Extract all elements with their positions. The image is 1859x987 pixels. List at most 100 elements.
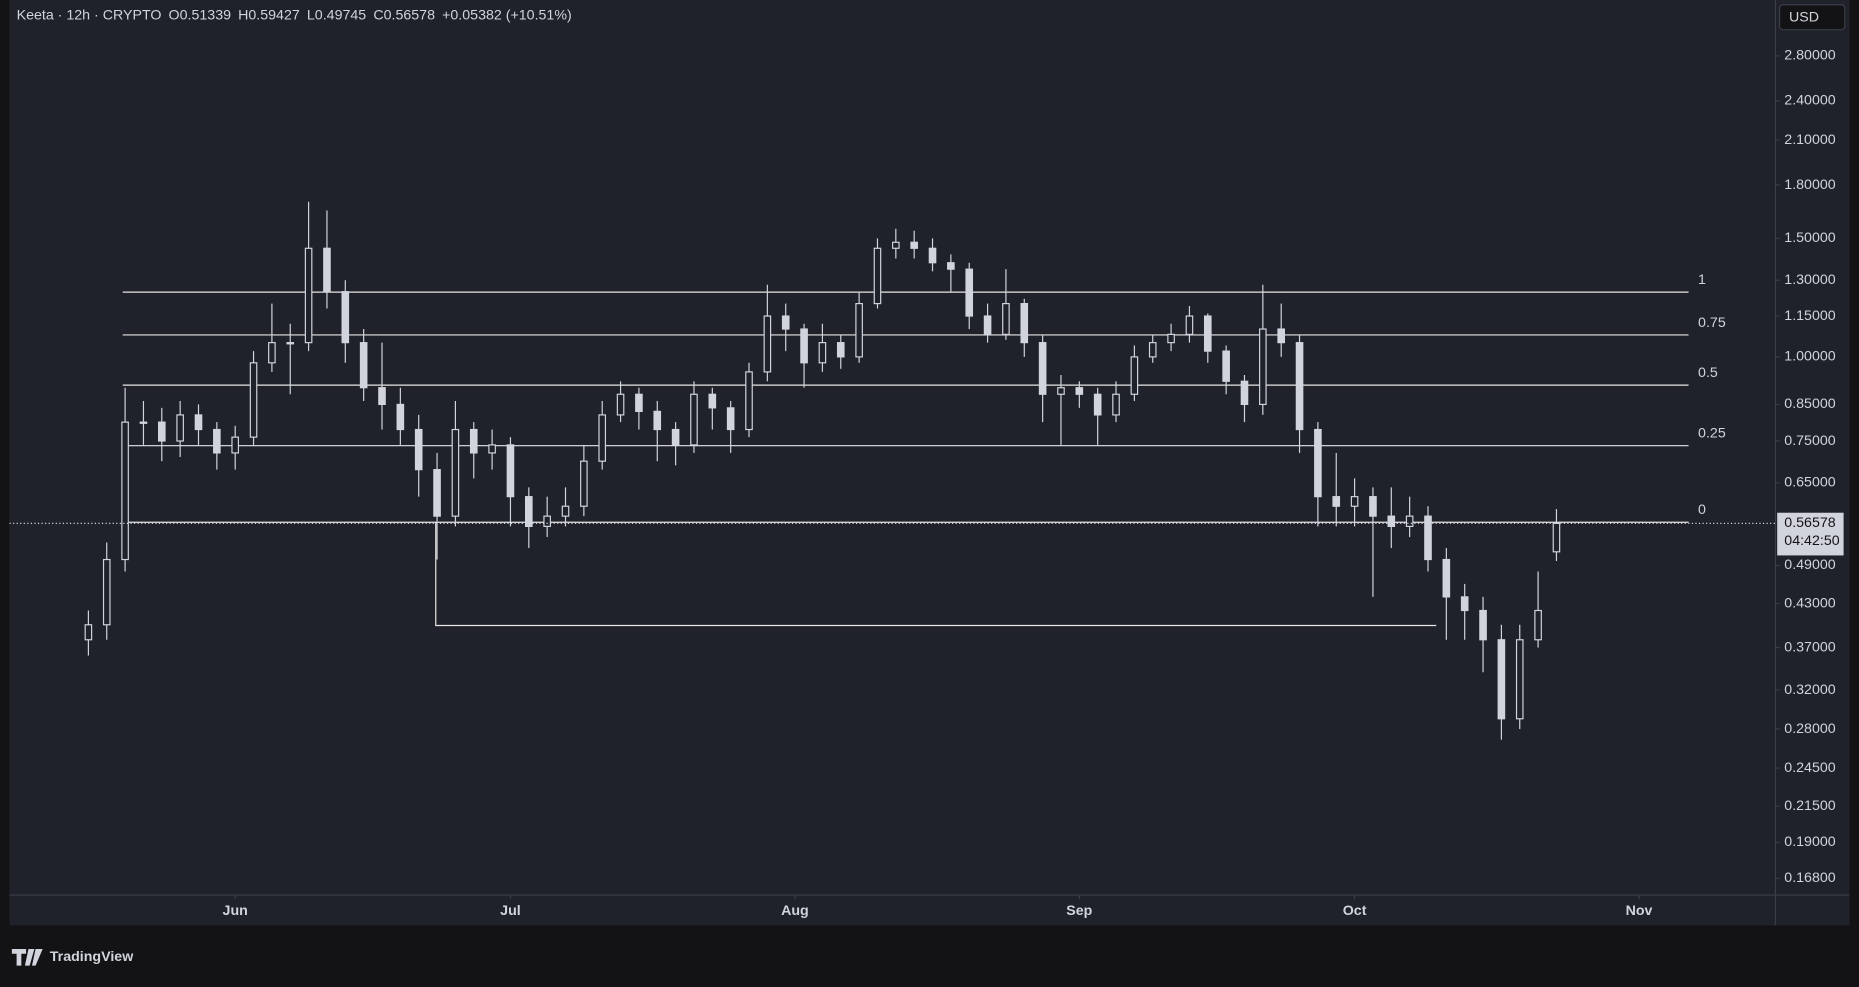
- candle-body: [121, 421, 129, 561]
- ohlc-value: 0.51339: [180, 7, 231, 23]
- candle-body: [561, 505, 570, 517]
- candle-body: [268, 342, 276, 364]
- ohlc-label: O: [169, 7, 180, 23]
- ohlc-label: L: [307, 7, 315, 23]
- y-tick-label: 0.32000: [1784, 682, 1835, 698]
- candle-body: [983, 315, 992, 335]
- candle-body: [1167, 333, 1175, 344]
- candle-body: [708, 393, 717, 409]
- candle-body: [1387, 515, 1396, 527]
- candle-body: [451, 428, 460, 517]
- candle-body: [818, 342, 827, 364]
- candle-body: [781, 315, 790, 330]
- x-tick-label: Jul: [500, 903, 521, 919]
- candle-body: [433, 469, 441, 517]
- y-tick-label: 0.28000: [1784, 721, 1835, 737]
- y-tick-label: 2.40000: [1784, 93, 1835, 109]
- candle-body: [286, 342, 295, 345]
- candle-body: [194, 414, 203, 431]
- candle-body: [1314, 428, 1322, 498]
- candle-body: [671, 428, 680, 446]
- candle-body: [598, 414, 607, 462]
- candle-body: [1350, 496, 1359, 507]
- candle-body: [1112, 393, 1120, 416]
- candle-body: [469, 428, 478, 454]
- candle-body: [1479, 609, 1487, 641]
- candle-body: [359, 342, 368, 389]
- y-tick-label: 1.30000: [1784, 272, 1835, 288]
- candle-body: [139, 421, 148, 424]
- candle-body: [378, 387, 386, 406]
- candle-body: [800, 328, 808, 364]
- candle-body: [1405, 515, 1414, 527]
- candle-body: [1075, 387, 1084, 395]
- candle-body: [506, 444, 515, 498]
- candle-body: [1552, 522, 1561, 553]
- ohlc-label: H: [238, 7, 248, 23]
- currency-button[interactable]: [1778, 4, 1846, 31]
- chart-pane: [9, 0, 1850, 926]
- y-tick-label: 1.80000: [1784, 177, 1835, 193]
- candle-body: [1020, 303, 1029, 344]
- candle-body: [910, 241, 918, 249]
- candle-body: [1130, 356, 1139, 395]
- ohlc-value: 0.56578: [384, 7, 435, 23]
- candle-body: [1057, 387, 1065, 395]
- brand-logo: [11, 949, 43, 966]
- candle-body: [84, 624, 93, 641]
- candle-body: [1424, 515, 1432, 561]
- currency[interactable]: USD: [1789, 10, 1819, 26]
- fib-level-label: 0.75: [1698, 315, 1726, 331]
- support-line: [435, 522, 1437, 627]
- candle-body: [1460, 596, 1469, 612]
- candle-body: [763, 315, 772, 373]
- price-badge: [1777, 512, 1844, 556]
- fib-level-label: 0.25: [1698, 426, 1726, 442]
- candle-body: [396, 403, 405, 431]
- candle-body: [635, 393, 643, 412]
- candle-body: [323, 247, 331, 293]
- candle-body: [1332, 496, 1341, 507]
- candle-body: [1185, 315, 1194, 335]
- candle-body: [690, 393, 698, 446]
- y-tick-label: 2.10000: [1784, 132, 1835, 148]
- x-tick-label: Aug: [781, 903, 809, 919]
- candle-body: [928, 247, 937, 264]
- candle-body: [488, 444, 496, 454]
- candle-body: [525, 496, 533, 527]
- candle-body: [580, 460, 588, 507]
- change: +0.05382 (+10.51%): [442, 7, 572, 23]
- candle-body: [1222, 350, 1230, 382]
- y-tick-label: 1.50000: [1784, 230, 1835, 246]
- fib-level-label: 0: [1698, 502, 1706, 518]
- symbol: Keeta · 12h · CRYPTO: [17, 7, 162, 23]
- x-tick-label: Oct: [1343, 903, 1367, 919]
- y-tick-label: 1.15000: [1784, 308, 1835, 324]
- y-tick-label: 1.00000: [1784, 349, 1835, 365]
- candle-body: [1259, 328, 1267, 406]
- candle-body: [855, 303, 863, 358]
- brand-name: TradingView: [50, 949, 134, 965]
- candle-body: [1277, 328, 1285, 344]
- candle-body: [653, 410, 662, 431]
- y-tick-label: 0.75000: [1784, 433, 1835, 449]
- candle-body: [1442, 558, 1451, 598]
- candle-body: [1002, 303, 1010, 335]
- fib-level-label: 1: [1698, 272, 1706, 288]
- ohlc-label: C: [373, 7, 383, 23]
- candle-body: [249, 362, 258, 438]
- candle-body: [726, 407, 735, 431]
- x-tick-label: Jun: [223, 903, 248, 919]
- y-tick-label: 0.37000: [1784, 639, 1835, 655]
- candle-body: [176, 414, 184, 442]
- candle-body: [414, 428, 423, 471]
- candle-body: [543, 515, 551, 527]
- candle-body: [1515, 639, 1524, 720]
- y-tick-label: 0.19000: [1784, 834, 1835, 850]
- x-tick-label: Sep: [1066, 903, 1092, 919]
- ohlc-value: 0.59427: [248, 7, 299, 23]
- candle-body: [102, 558, 111, 626]
- candle-body: [1148, 342, 1157, 358]
- candle-body: [1497, 639, 1506, 720]
- candle-body: [157, 421, 166, 442]
